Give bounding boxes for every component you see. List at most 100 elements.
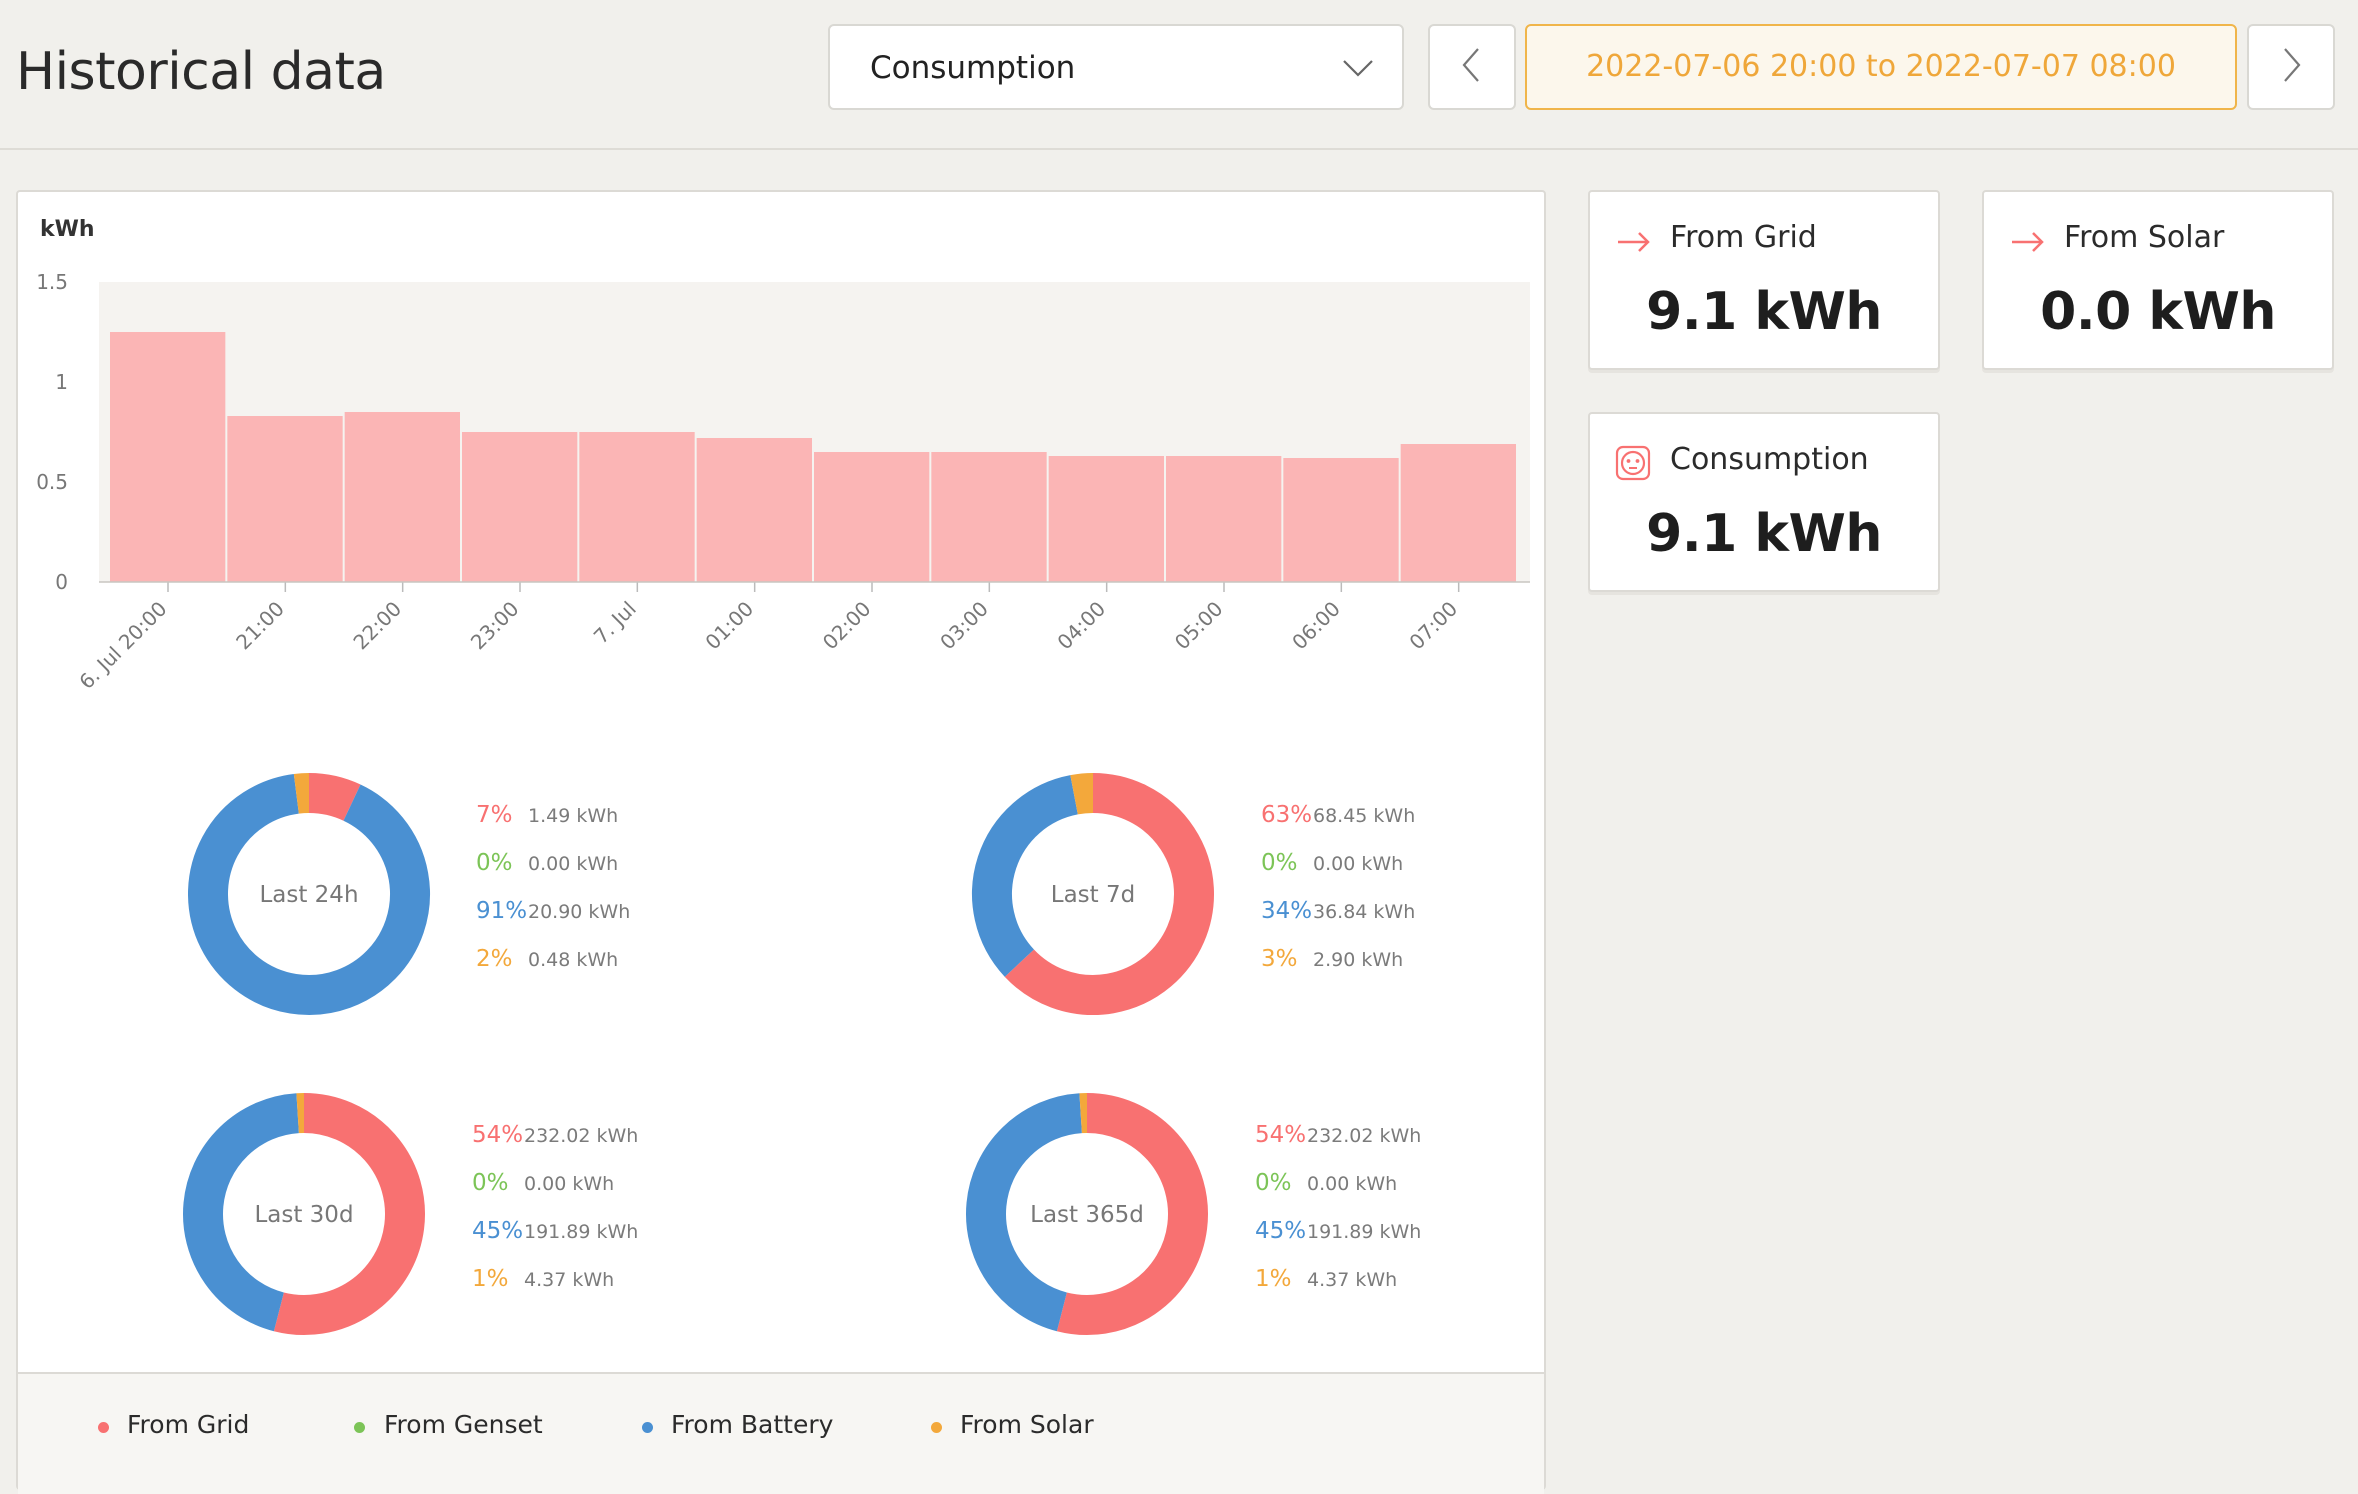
donut-segment[interactable] bbox=[309, 793, 352, 803]
stat-card-from-solar: From Solar 0.0 kWh bbox=[1982, 190, 2334, 370]
consumption-bar-chart: kWh 0 0.5 1 1.5 6. Jul 20:00 21:00 22:00 23:00 7.… bbox=[18, 192, 1544, 732]
bar[interactable] bbox=[697, 438, 812, 582]
bar[interactable] bbox=[1049, 456, 1164, 582]
donut-row-kwh: 191.89 kWh bbox=[524, 1221, 638, 1243]
stat-card-consumption: Consumption 9.1 kWh bbox=[1588, 412, 1940, 592]
donut-row-percent: 1% bbox=[1255, 1266, 1292, 1292]
bar[interactable] bbox=[931, 452, 1046, 582]
donut-row-kwh: 0.00 kWh bbox=[528, 853, 618, 875]
chart-legend: From Grid From Genset From Battery From … bbox=[18, 1372, 1544, 1494]
bar[interactable] bbox=[1166, 456, 1281, 582]
x-tick-label: 06:00 bbox=[1287, 597, 1345, 655]
bar[interactable] bbox=[1283, 458, 1398, 582]
data-type-select[interactable]: Consumption bbox=[828, 24, 1404, 110]
chevron-left-icon bbox=[1457, 45, 1487, 89]
donut-row-kwh: 191.89 kWh bbox=[1307, 1221, 1421, 1243]
donut-row-percent: 54% bbox=[472, 1122, 523, 1148]
legend-dot-solar bbox=[931, 1422, 942, 1433]
donut-charts: Last 24h 7% 1.49 kWh 0% 0.00 kWh 91%20.90 kWh… bbox=[18, 732, 1544, 1372]
donut-row-kwh: 0.00 kWh bbox=[1313, 853, 1403, 875]
donut-row-percent: 7% bbox=[476, 802, 513, 828]
stat-value: 9.1 kWh bbox=[1590, 504, 1938, 564]
bar[interactable] bbox=[110, 332, 225, 582]
legend-item-solar: From Solar bbox=[960, 1410, 1094, 1439]
donut-row-kwh: 20.90 kWh bbox=[528, 901, 630, 923]
bar[interactable] bbox=[227, 416, 342, 582]
x-tick-label: 04:00 bbox=[1052, 597, 1110, 655]
donut-row-percent: 45% bbox=[472, 1218, 523, 1244]
chevron-right-icon bbox=[2276, 45, 2306, 89]
x-tick-label: 6. Jul 20:00 bbox=[74, 597, 171, 694]
donut-center-label: Last 24h bbox=[259, 882, 358, 908]
x-tick-label: 01:00 bbox=[700, 597, 758, 655]
legend-item-grid: From Grid bbox=[127, 1410, 249, 1439]
donut-row-kwh: 4.37 kWh bbox=[524, 1269, 614, 1291]
donut-row-percent: 1% bbox=[472, 1266, 509, 1292]
stat-label: From Grid bbox=[1670, 220, 1817, 255]
arrow-right-icon bbox=[2008, 222, 2048, 266]
bar[interactable] bbox=[579, 432, 694, 582]
donut-row-percent: 34% bbox=[1261, 898, 1312, 924]
x-tick-label: 03:00 bbox=[935, 597, 993, 655]
legend-item-battery: From Battery bbox=[671, 1410, 833, 1439]
donut-row-kwh: 68.45 kWh bbox=[1313, 805, 1415, 827]
x-tick-label: 22:00 bbox=[348, 597, 406, 655]
arrow-right-icon bbox=[1614, 222, 1654, 266]
y-tick-label: 0.5 bbox=[36, 470, 68, 494]
donut-row-percent: 45% bbox=[1255, 1218, 1306, 1244]
donut-row-kwh: 232.02 kWh bbox=[1307, 1125, 1421, 1147]
next-range-button[interactable] bbox=[2247, 24, 2335, 110]
bar[interactable] bbox=[345, 412, 460, 582]
legend-dot-battery bbox=[642, 1422, 653, 1433]
y-axis-label: kWh bbox=[40, 217, 95, 242]
donut-row-kwh: 1.49 kWh bbox=[528, 805, 618, 827]
donut-row-percent: 0% bbox=[1255, 1170, 1292, 1196]
bar[interactable] bbox=[462, 432, 577, 582]
donut-row-kwh: 0.00 kWh bbox=[524, 1173, 614, 1195]
legend-item-genset: From Genset bbox=[384, 1410, 543, 1439]
x-tick-label: 02:00 bbox=[818, 597, 876, 655]
donut-row-percent: 54% bbox=[1255, 1122, 1306, 1148]
x-tick-label: 23:00 bbox=[466, 597, 524, 655]
page-header: Historical data Consumption 2022-07-06 2… bbox=[0, 0, 2358, 150]
x-tick-label: 7. Jul bbox=[589, 597, 641, 649]
bar[interactable] bbox=[1401, 444, 1516, 582]
legend-dot-grid bbox=[98, 1422, 109, 1433]
donut-row-kwh: 4.37 kWh bbox=[1307, 1269, 1397, 1291]
donut-row-percent: 3% bbox=[1261, 946, 1298, 972]
legend-dot-genset bbox=[354, 1422, 365, 1433]
donut-segment[interactable] bbox=[296, 793, 309, 794]
bar[interactable] bbox=[814, 452, 929, 582]
donut-row-percent: 0% bbox=[476, 850, 513, 876]
power-socket-icon bbox=[1614, 444, 1654, 488]
donut-row-percent: 91% bbox=[476, 898, 527, 924]
donut-row-kwh: 36.84 kWh bbox=[1313, 901, 1415, 923]
stat-label: From Solar bbox=[2064, 220, 2224, 255]
donut-center-label: Last 30d bbox=[254, 1202, 353, 1228]
page-title: Historical data bbox=[16, 42, 386, 102]
stat-card-from-grid: From Grid 9.1 kWh bbox=[1588, 190, 1940, 370]
donut-row-kwh: 0.00 kWh bbox=[1307, 1173, 1397, 1195]
donut-row-kwh: 232.02 kWh bbox=[524, 1125, 638, 1147]
donut-segment[interactable] bbox=[1074, 793, 1093, 795]
donut-center-label: Last 365d bbox=[1030, 1202, 1144, 1228]
donut-center-label: Last 7d bbox=[1051, 882, 1135, 908]
stat-value: 9.1 kWh bbox=[1590, 282, 1938, 342]
y-tick-label: 1.5 bbox=[36, 270, 68, 294]
donut-row-percent: 0% bbox=[472, 1170, 509, 1196]
stat-label: Consumption bbox=[1670, 442, 1869, 477]
x-tick-label: 05:00 bbox=[1170, 597, 1228, 655]
date-range-picker[interactable]: 2022-07-06 20:00 to 2022-07-07 08:00 bbox=[1525, 24, 2237, 110]
chevron-down-icon bbox=[1340, 50, 1376, 90]
x-tick-label: 21:00 bbox=[231, 597, 289, 655]
donut-segment[interactable] bbox=[992, 795, 1074, 963]
previous-range-button[interactable] bbox=[1428, 24, 1516, 110]
y-tick-label: 0 bbox=[55, 570, 68, 594]
y-tick-label: 1 bbox=[55, 370, 68, 394]
donut-row-percent: 63% bbox=[1261, 802, 1312, 828]
donut-row-percent: 0% bbox=[1261, 850, 1298, 876]
donut-row-kwh: 2.90 kWh bbox=[1313, 949, 1403, 971]
x-tick-label: 07:00 bbox=[1404, 597, 1462, 655]
stat-value: 0.0 kWh bbox=[1984, 282, 2332, 342]
data-type-select-value: Consumption bbox=[870, 50, 1075, 86]
